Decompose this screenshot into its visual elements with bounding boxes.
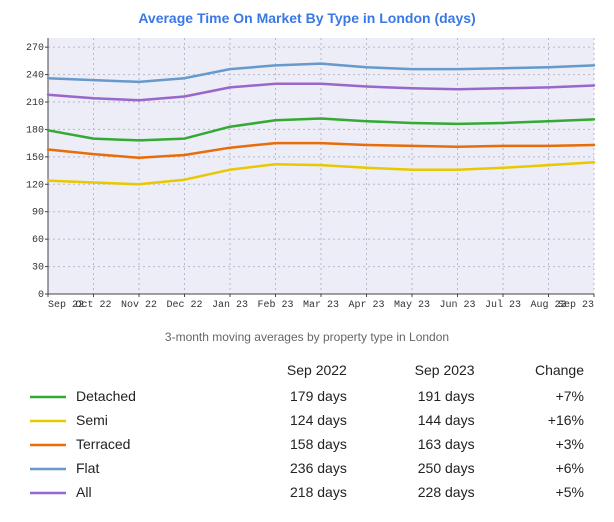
svg-text:240: 240: [26, 71, 44, 82]
svg-text:0: 0: [38, 290, 44, 301]
svg-text:30: 30: [32, 263, 44, 274]
table-row: Flat 236 days250 days+6%: [22, 456, 592, 480]
svg-text:Apr 23: Apr 23: [348, 300, 384, 311]
row-label: Semi: [76, 412, 108, 428]
row-start: 236 days: [227, 456, 355, 480]
row-label: Detached: [76, 388, 136, 404]
svg-text:60: 60: [32, 235, 44, 246]
row-name: Detached: [22, 384, 227, 408]
row-start: 124 days: [227, 408, 355, 432]
row-end: 144 days: [355, 408, 483, 432]
legend-swatch-icon: [30, 464, 66, 474]
row-change: +5%: [483, 480, 592, 504]
svg-text:150: 150: [26, 153, 44, 164]
svg-text:Jul 23: Jul 23: [485, 299, 521, 311]
legend-swatch-icon: [30, 440, 66, 450]
svg-text:Oct 22: Oct 22: [75, 300, 111, 311]
row-name: Flat: [22, 456, 227, 480]
chart-card: Average Time On Market By Type in London…: [0, 0, 614, 522]
table-row: All 218 days228 days+5%: [22, 480, 592, 504]
col-start: Sep 2022: [227, 356, 355, 384]
row-start: 218 days: [227, 480, 355, 504]
table-row: Terraced 158 days163 days+3%: [22, 432, 592, 456]
row-end: 228 days: [355, 480, 483, 504]
svg-text:180: 180: [26, 125, 44, 136]
svg-text:Feb 23: Feb 23: [257, 299, 293, 311]
svg-text:210: 210: [26, 98, 44, 109]
row-label: Flat: [76, 460, 99, 476]
table-header-row: Sep 2022 Sep 2023 Change: [22, 356, 592, 384]
col-empty: [22, 356, 227, 384]
col-change: Change: [483, 356, 592, 384]
chart-plot: 0306090120150180210240270Sep 22Oct 22Nov…: [16, 32, 598, 316]
line-chart-svg: 0306090120150180210240270Sep 22Oct 22Nov…: [16, 32, 598, 316]
row-end: 163 days: [355, 432, 483, 456]
row-change: +7%: [483, 384, 592, 408]
row-change: +3%: [483, 432, 592, 456]
svg-text:Jun 23: Jun 23: [439, 300, 475, 311]
row-end: 250 days: [355, 456, 483, 480]
svg-text:Nov 22: Nov 22: [121, 300, 157, 311]
row-start: 179 days: [227, 384, 355, 408]
svg-text:270: 270: [26, 43, 44, 54]
svg-text:Mar 23: Mar 23: [303, 300, 339, 311]
row-end: 191 days: [355, 384, 483, 408]
svg-text:Dec 22: Dec 22: [166, 300, 202, 311]
col-end: Sep 2023: [355, 356, 483, 384]
svg-text:90: 90: [32, 208, 44, 219]
legend-swatch-icon: [30, 488, 66, 498]
row-name: All: [22, 480, 227, 504]
svg-text:Sep 23: Sep 23: [558, 300, 594, 311]
svg-text:Jan 23: Jan 23: [212, 300, 248, 311]
legend-swatch-icon: [30, 392, 66, 402]
legend-swatch-icon: [30, 416, 66, 426]
summary-table: Sep 2022 Sep 2023 Change Detached 179 day…: [22, 356, 592, 504]
table-row: Detached 179 days191 days+7%: [22, 384, 592, 408]
row-start: 158 days: [227, 432, 355, 456]
table-row: Semi 124 days144 days+16%: [22, 408, 592, 432]
row-name: Semi: [22, 408, 227, 432]
row-change: +16%: [483, 408, 592, 432]
row-change: +6%: [483, 456, 592, 480]
svg-text:May 23: May 23: [394, 300, 430, 311]
svg-text:120: 120: [26, 180, 44, 191]
row-label: All: [76, 484, 92, 500]
row-label: Terraced: [76, 436, 130, 452]
chart-title: Average Time On Market By Type in London…: [0, 0, 614, 26]
row-name: Terraced: [22, 432, 227, 456]
chart-subtitle: 3-month moving averages by property type…: [0, 330, 614, 344]
